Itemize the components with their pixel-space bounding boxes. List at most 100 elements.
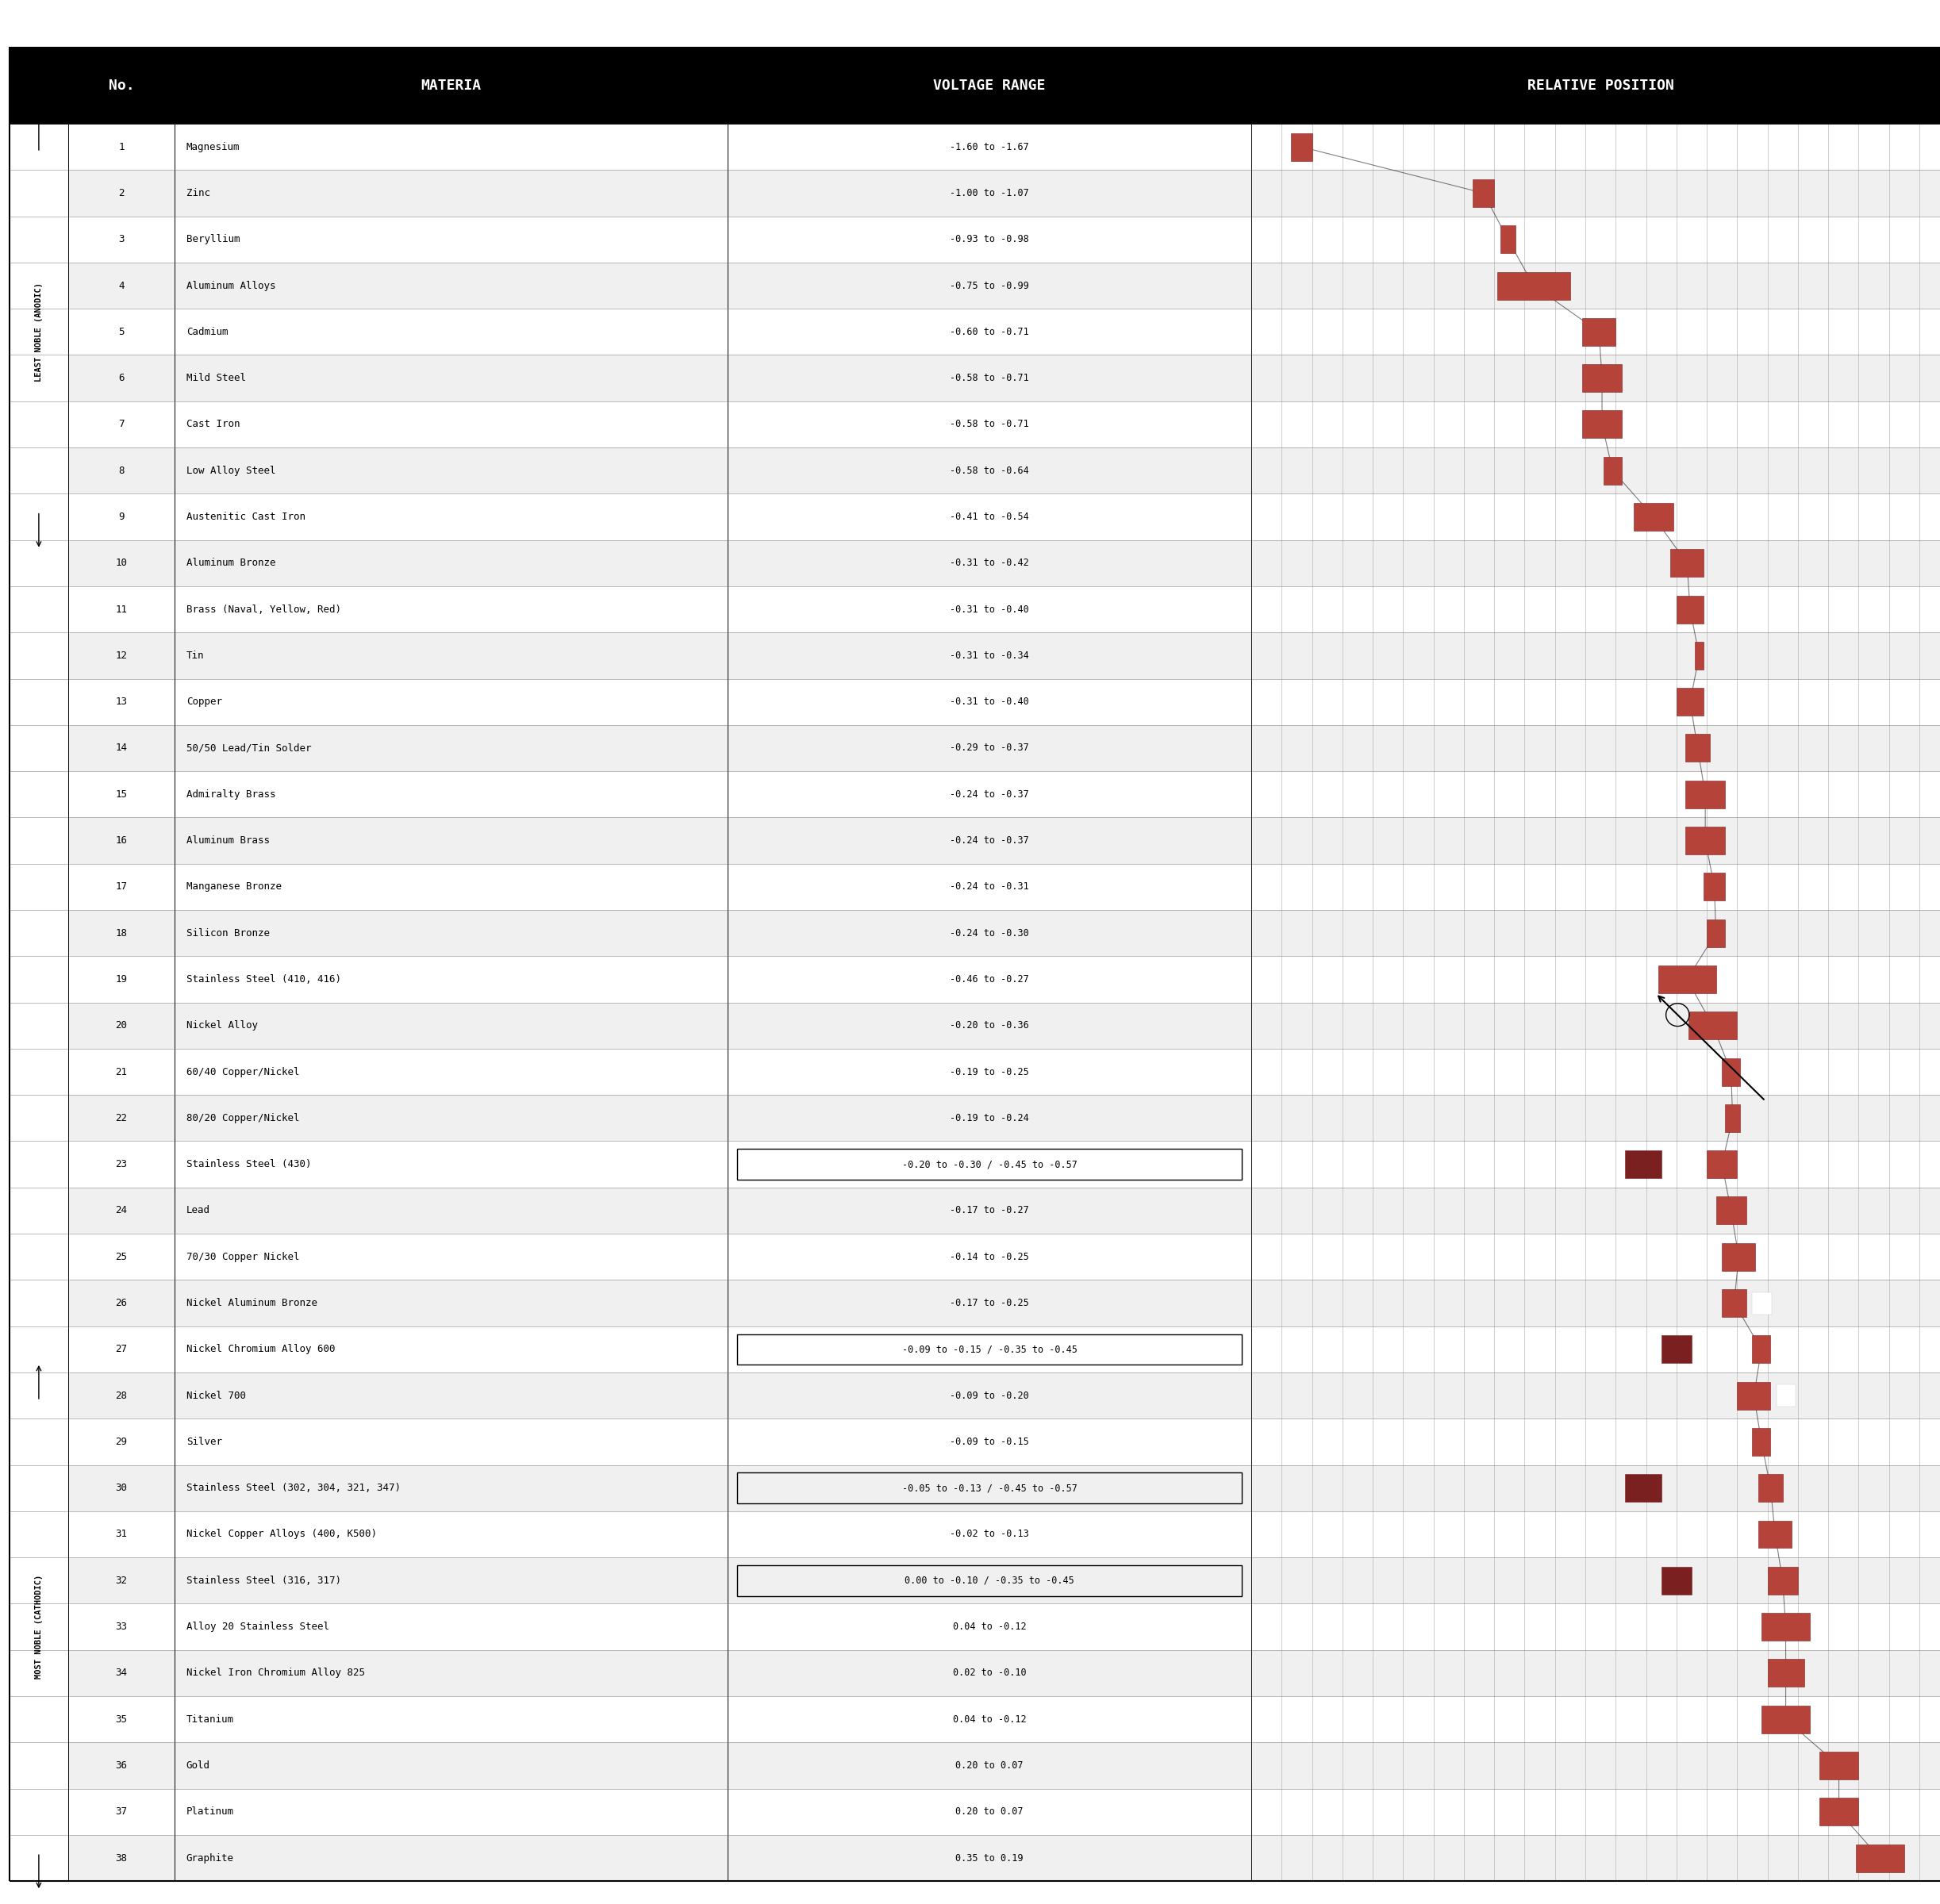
Text: Graphite: Graphite [186,1853,235,1864]
Text: 14: 14 [114,743,128,754]
Bar [68,308,1940,354]
Text: Low Alloy Steel: Low Alloy Steel [186,465,275,476]
Bar [68,1557,1940,1603]
Bar [1703,872,1725,901]
Text: -1.00 to -1.07: -1.00 to -1.07 [951,188,1028,198]
Text: Stainless Steel (302, 304, 321, 347): Stainless Steel (302, 304, 321, 347) [186,1483,400,1493]
Bar [1583,364,1622,392]
Bar [68,725,1940,771]
Text: -0.93 to -0.98: -0.93 to -0.98 [951,234,1028,244]
Text: 7: 7 [118,419,124,430]
Bar [1758,1521,1793,1548]
Bar [1707,920,1725,946]
Bar [1820,1797,1859,1826]
Text: Cadmium: Cadmium [186,327,227,337]
Text: -0.46 to -0.27: -0.46 to -0.27 [951,975,1028,984]
Text: RELATIVE POSITION: RELATIVE POSITION [1527,78,1674,93]
Text: Beryllium: Beryllium [186,234,241,244]
Text: 6: 6 [118,373,124,383]
Text: -0.20 to -0.30 / -0.45 to -0.57: -0.20 to -0.30 / -0.45 to -0.57 [902,1160,1077,1169]
Text: 25: 25 [114,1251,128,1262]
Bar [68,402,1940,447]
Text: Nickel Iron Chromium Alloy 825: Nickel Iron Chromium Alloy 825 [186,1668,365,1677]
Text: Stainless Steel (430): Stainless Steel (430) [186,1160,310,1169]
Text: 10: 10 [114,558,128,567]
Bar [1752,1335,1771,1363]
Text: -0.14 to -0.25: -0.14 to -0.25 [951,1251,1028,1262]
Text: 32: 32 [114,1575,128,1586]
Text: -0.41 to -0.54: -0.41 to -0.54 [951,512,1028,522]
Text: 0.04 to -0.12: 0.04 to -0.12 [953,1714,1026,1725]
Bar [1661,1567,1692,1594]
Bar [1707,1150,1736,1179]
Text: Nickel Aluminum Bronze: Nickel Aluminum Bronze [186,1299,316,1308]
Text: Tin: Tin [186,651,204,661]
Text: -1.60 to -1.67: -1.60 to -1.67 [951,141,1028,152]
Bar [68,1512,1940,1557]
Text: Silicon Bronze: Silicon Bronze [186,927,270,939]
Bar [68,956,1940,1002]
Bar [1752,1428,1771,1457]
Text: 30: 30 [114,1483,128,1493]
Text: 26: 26 [114,1299,128,1308]
Text: -0.09 to -0.20: -0.09 to -0.20 [951,1390,1028,1401]
Text: -0.17 to -0.27: -0.17 to -0.27 [951,1205,1028,1217]
Text: 0.04 to -0.12: 0.04 to -0.12 [953,1622,1026,1632]
Text: 24: 24 [114,1205,128,1217]
Bar [68,1373,1940,1418]
Bar [68,541,1940,586]
Bar [68,217,1940,263]
Text: -0.09 to -0.15: -0.09 to -0.15 [951,1438,1028,1447]
Text: 36: 36 [114,1761,128,1771]
Text: 27: 27 [114,1344,128,1354]
Text: 16: 16 [114,836,128,845]
Text: Cast Iron: Cast Iron [186,419,241,430]
Text: Nickel 700: Nickel 700 [186,1390,246,1401]
Text: -0.19 to -0.24: -0.19 to -0.24 [951,1114,1028,1123]
Text: 22: 22 [114,1114,128,1123]
Text: Stainless Steel (410, 416): Stainless Steel (410, 416) [186,975,341,984]
Bar [1686,781,1725,807]
Text: 0.20 to 0.07: 0.20 to 0.07 [956,1807,1022,1816]
Bar [68,493,1940,541]
Text: 0.02 to -0.10: 0.02 to -0.10 [953,1668,1026,1677]
Bar [68,1002,1940,1049]
Text: 15: 15 [114,788,128,800]
Bar [1820,1752,1859,1780]
Bar [1758,1474,1783,1502]
Text: Brass (Naval, Yellow, Red): Brass (Naval, Yellow, Red) [186,604,341,615]
Text: 70/30 Copper Nickel: 70/30 Copper Nickel [186,1251,299,1262]
Bar [1723,1289,1746,1318]
Bar [1855,1845,1905,1872]
Text: Lead: Lead [186,1205,210,1217]
Bar [1767,1658,1804,1687]
Bar [1762,1613,1810,1641]
Text: Nickel Alloy: Nickel Alloy [186,1021,258,1030]
Text: 20: 20 [114,1021,128,1030]
Text: Stainless Steel (316, 317): Stainless Steel (316, 317) [186,1575,341,1586]
Text: Copper: Copper [186,697,221,706]
Text: 0.00 to -0.10 / -0.35 to -0.45: 0.00 to -0.10 / -0.35 to -0.45 [904,1575,1075,1586]
Bar [68,263,1940,308]
Bar [68,678,1940,725]
Bar [68,1788,1940,1835]
Text: 60/40 Copper/Nickel: 60/40 Copper/Nickel [186,1066,299,1078]
Text: 11: 11 [114,604,128,615]
Bar [68,1140,1940,1188]
Bar [68,124,1940,169]
Bar [1686,735,1709,762]
Text: -0.24 to -0.37: -0.24 to -0.37 [951,836,1028,845]
Bar [1725,1104,1740,1133]
Text: Manganese Bronze: Manganese Bronze [186,882,281,891]
Text: -0.19 to -0.25: -0.19 to -0.25 [951,1066,1028,1078]
Bar [1626,1150,1661,1179]
Text: -0.05 to -0.13 / -0.45 to -0.57: -0.05 to -0.13 / -0.45 to -0.57 [902,1483,1077,1493]
Bar [68,910,1940,956]
Bar [68,1188,1940,1234]
Text: Zinc: Zinc [186,188,210,198]
Bar [1696,642,1703,670]
Text: -0.24 to -0.37: -0.24 to -0.37 [951,788,1028,800]
Text: Gold: Gold [186,1761,210,1771]
Bar [1583,318,1616,347]
Text: Silver: Silver [186,1438,221,1447]
